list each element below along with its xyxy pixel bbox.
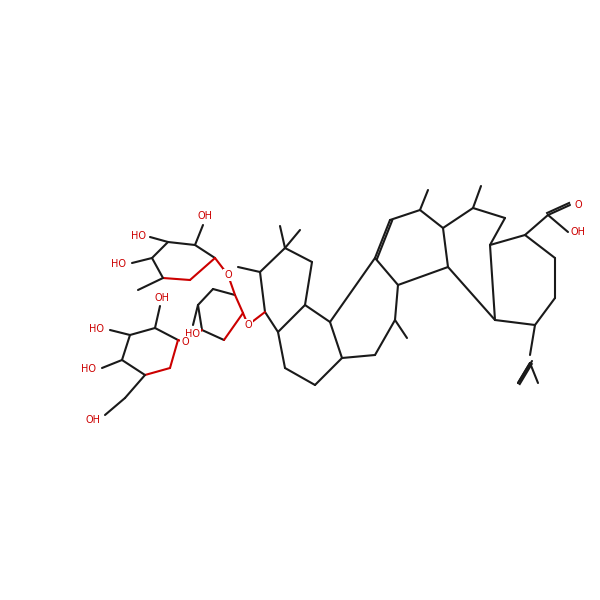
Text: O: O [244,320,252,330]
Text: OH: OH [155,293,170,303]
Text: OH: OH [86,415,101,425]
Text: HO: HO [185,329,200,339]
Text: HO: HO [80,364,95,374]
Text: OH: OH [571,227,586,237]
Text: OH: OH [197,211,212,221]
Text: HO: HO [89,324,104,334]
Text: HO: HO [110,259,125,269]
Text: O: O [224,270,232,280]
Text: O: O [574,200,582,210]
Text: HO: HO [131,231,146,241]
Text: O: O [181,337,189,347]
